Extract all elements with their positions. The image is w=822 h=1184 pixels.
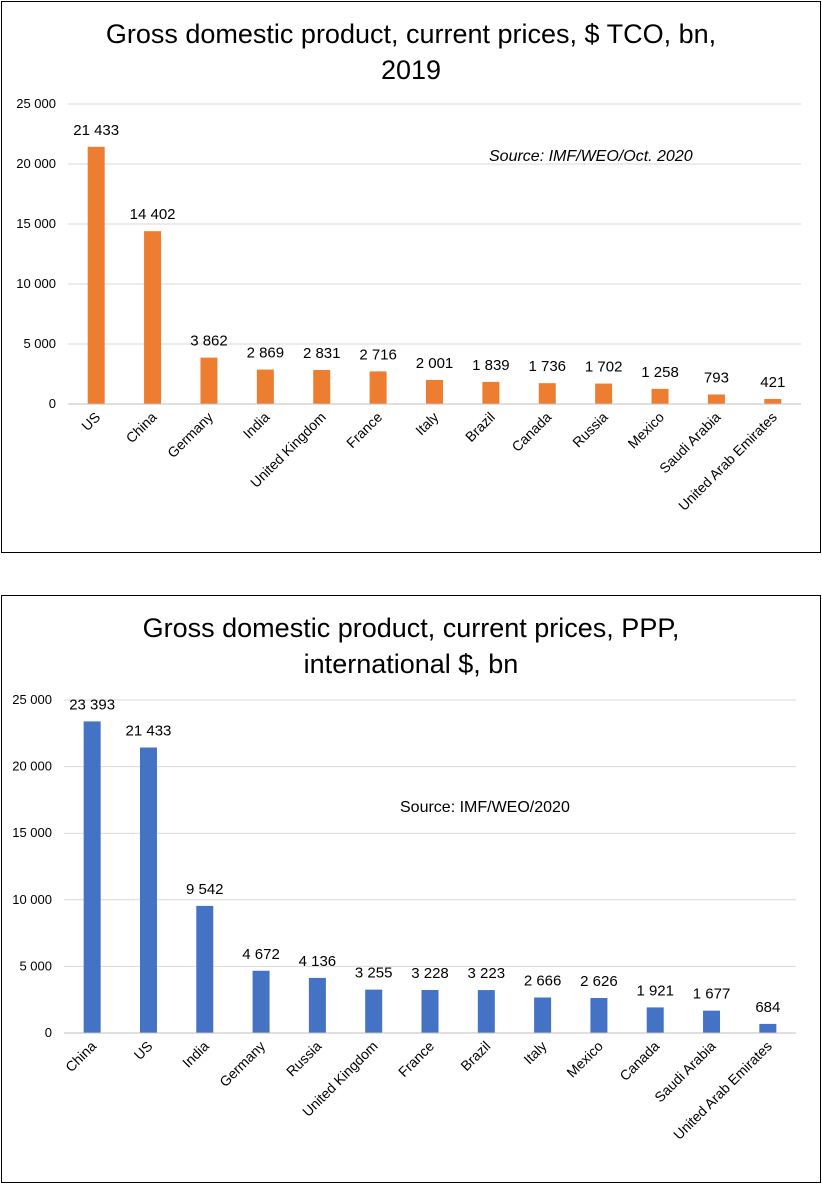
bar <box>252 970 270 1033</box>
y-tick-label: 5 000 <box>19 958 52 973</box>
data-label: 2 869 <box>247 345 285 362</box>
data-label: 3 255 <box>355 965 393 982</box>
bar-chart-plot: 0 5 000 10 000 15 000 20 000 25 000 23 393 Chin… <box>12 692 796 1143</box>
data-label: 2 001 <box>416 355 454 372</box>
x-tick-label: Mexico <box>624 409 667 452</box>
x-tick-label: United Arab Emirates <box>670 1038 775 1143</box>
bar <box>144 231 162 404</box>
x-tick-label: Italy <box>412 409 441 438</box>
y-tick-label: 5 000 <box>23 336 56 351</box>
bar <box>196 905 214 1033</box>
bar <box>308 977 326 1033</box>
bar <box>256 369 274 404</box>
data-label: 1 677 <box>693 986 731 1003</box>
data-label: 4 672 <box>242 946 280 963</box>
chart-title: Gross domestic product, current prices, … <box>105 19 717 85</box>
y-tick-label: 15 000 <box>12 825 52 840</box>
data-label: 1 258 <box>641 364 679 381</box>
bar <box>200 357 218 404</box>
data-label: 23 393 <box>69 696 115 713</box>
data-label: 421 <box>760 374 785 391</box>
data-label: 4 136 <box>299 953 337 970</box>
x-tick-label: US <box>78 409 103 434</box>
x-tick-label: Canada <box>508 409 554 455</box>
bar <box>703 1010 721 1033</box>
x-tick-label: US <box>131 1038 156 1063</box>
x-tick-label: France <box>343 409 385 451</box>
bar <box>534 997 552 1033</box>
bar <box>313 370 331 404</box>
bar <box>764 398 782 404</box>
data-label: 3 223 <box>468 965 506 982</box>
y-tick-label: 25 000 <box>16 96 56 111</box>
x-tick-label: Russia <box>283 1038 325 1080</box>
x-tick-label: Russia <box>569 409 611 451</box>
y-tick-label: 0 <box>45 1025 52 1040</box>
x-tick-label: India <box>179 1038 212 1071</box>
x-tick-label: India <box>240 409 273 442</box>
data-label: 2 831 <box>303 345 341 362</box>
bar <box>651 388 669 404</box>
data-label: 2 626 <box>580 973 618 990</box>
bar <box>426 379 443 404</box>
x-tick-label: China <box>123 409 160 446</box>
source-annotation: Source: IMF/WEO/Oct. 2020 <box>489 148 693 165</box>
y-tick-label: 25 000 <box>12 692 52 707</box>
x-tick-label: United Arab Emirates <box>675 409 780 514</box>
data-label: 793 <box>704 369 729 386</box>
chart-title: Gross domestic product, current prices, … <box>142 613 680 679</box>
bar <box>139 747 157 1033</box>
y-tick-label: 20 000 <box>12 759 52 774</box>
bar <box>421 990 439 1033</box>
source-annotation: Source: IMF/WEO/2020 <box>400 799 570 816</box>
x-tick-label: Mexico <box>563 1038 606 1081</box>
bar <box>482 381 500 404</box>
y-tick-label: 10 000 <box>16 276 56 291</box>
x-tick-label: Italy <box>520 1038 549 1067</box>
bar <box>538 383 556 404</box>
x-tick-label: Canada <box>616 1038 662 1084</box>
x-tick-label: Brazil <box>462 409 498 445</box>
data-label: 1 839 <box>472 357 510 374</box>
bar <box>477 990 495 1033</box>
data-label: 3 862 <box>190 333 228 350</box>
data-label: 9 542 <box>186 881 224 898</box>
y-tick-label: 10 000 <box>12 892 52 907</box>
x-tick-label: Germany <box>164 409 216 461</box>
x-tick-label: France <box>395 1038 437 1080</box>
data-label: 684 <box>755 999 780 1016</box>
data-label: 21 433 <box>126 723 172 740</box>
data-label: 1 736 <box>528 358 566 375</box>
y-tick-label: 15 000 <box>16 216 56 231</box>
bar <box>87 146 105 404</box>
y-tick-label: 0 <box>49 396 56 411</box>
chart-panel-ppp: Gross domestic product, current prices, … <box>1 595 821 1183</box>
bar <box>369 371 387 404</box>
bar <box>759 1023 777 1033</box>
bar <box>590 998 608 1033</box>
y-tick-label: 20 000 <box>16 156 56 171</box>
bar-chart-plot: 0 5 000 10 000 15 000 20 000 25 000 21 433 US 14… <box>16 96 801 514</box>
data-label: 3 228 <box>411 965 449 982</box>
bar <box>646 1007 664 1033</box>
x-tick-label: Brazil <box>457 1038 493 1074</box>
data-label: 1 921 <box>636 982 674 999</box>
bar <box>595 383 613 404</box>
data-label: 21 433 <box>73 122 119 139</box>
data-label: 2 666 <box>524 972 562 989</box>
x-tick-label: Germany <box>216 1038 268 1090</box>
bar <box>707 394 725 404</box>
bar <box>365 989 383 1033</box>
data-label: 1 702 <box>585 359 623 376</box>
data-label: 14 402 <box>130 206 176 223</box>
chart-panel-market-rates: Gross domestic product, current prices, … <box>1 1 821 553</box>
data-label: 2 716 <box>359 346 397 363</box>
x-tick-label: China <box>62 1038 99 1075</box>
bar <box>83 721 101 1033</box>
